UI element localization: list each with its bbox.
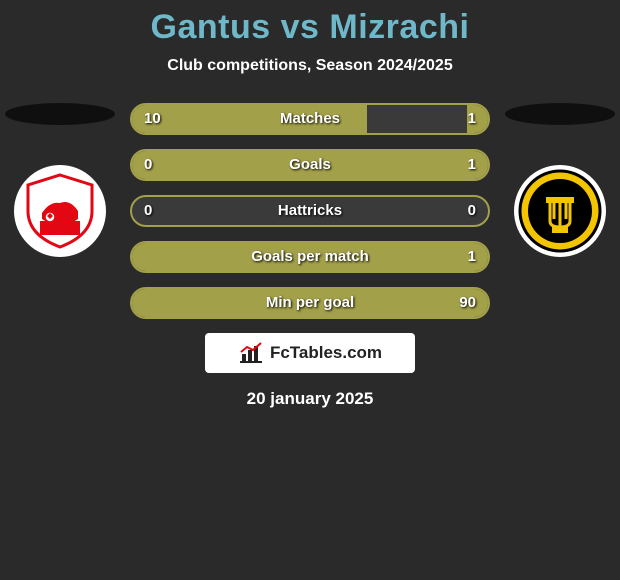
right-club-logo-icon [518, 169, 602, 253]
stat-row: 101Matches [130, 103, 490, 135]
vs-label: vs [281, 8, 320, 46]
stat-row: 1Goals per match [130, 241, 490, 273]
left-club-logo-icon [20, 171, 100, 251]
stats-container: 101Matches 01Goals 00Hattricks 1Goals per m… [130, 103, 490, 319]
stat-row: 01Goals [130, 149, 490, 181]
stat-label: Min per goal [132, 289, 488, 317]
player2-name: Mizrachi [329, 8, 469, 46]
stat-label: Goals [132, 151, 488, 179]
chart-icon [238, 342, 264, 364]
right-club-column [500, 103, 620, 257]
player1-name: Gantus [151, 8, 271, 46]
comparison-content: 101Matches 01Goals 00Hattricks 1Goals per m… [0, 103, 620, 319]
player-shadow-right [505, 103, 615, 125]
stat-label: Goals per match [132, 243, 488, 271]
player-shadow-left [5, 103, 115, 125]
right-club-badge [514, 165, 606, 257]
page-title: Gantus vs Mizrachi [0, 0, 620, 47]
brand-text: FcTables.com [270, 343, 382, 363]
left-club-column [0, 103, 120, 257]
date-label: 20 january 2025 [0, 389, 620, 409]
brand-badge[interactable]: FcTables.com [205, 333, 415, 373]
stat-label: Matches [132, 105, 488, 133]
subtitle: Club competitions, Season 2024/2025 [0, 57, 620, 75]
stat-row: 90Min per goal [130, 287, 490, 319]
stat-row: 00Hattricks [130, 195, 490, 227]
stat-label: Hattricks [132, 197, 488, 225]
left-club-badge [14, 165, 106, 257]
